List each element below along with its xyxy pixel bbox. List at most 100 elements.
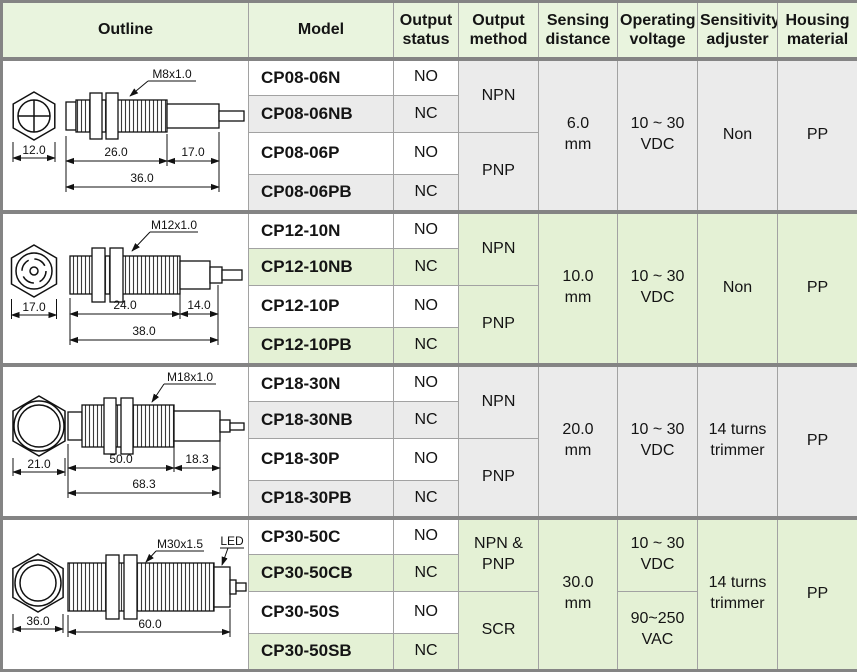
- voltage-range: 10 ~ 30: [618, 114, 697, 135]
- sensor-outline-drawing-cp18: 21.0 M18x1.0 50.0 18.3: [4, 368, 247, 516]
- sensing-distance-value: 6.0: [539, 114, 617, 135]
- table-header: Outline Model Output status Output metho…: [2, 2, 857, 59]
- voltage-type: VDC: [618, 441, 697, 462]
- total-length-dimension: 38.0: [132, 324, 156, 338]
- sensitivity-adjuster-cell: 14 turns trimmer: [698, 518, 778, 671]
- sensor-group-cp18: 21.0 M18x1.0 50.0 18.3: [2, 365, 857, 518]
- sensing-distance-unit: mm: [539, 288, 617, 309]
- output-method-cell: PNP: [459, 133, 539, 212]
- operating-voltage-cell: 10 ~ 30 VDC: [618, 59, 698, 212]
- output-status-cell: NC: [394, 481, 459, 518]
- sensing-distance-value: 10.0: [539, 267, 617, 288]
- voltage-type: VDC: [618, 135, 697, 156]
- model-cell: CP08-06NB: [249, 96, 394, 133]
- model-cell: CP08-06N: [249, 59, 394, 96]
- output-status-cell: NC: [394, 402, 459, 439]
- sensitivity-adjuster-value: Non: [698, 278, 777, 299]
- sensitivity-adjuster-line1: 14 turns: [698, 573, 777, 594]
- output-status-cell: NO: [394, 518, 459, 555]
- thread-spec-label: M12x1.0: [151, 218, 197, 232]
- housing-material-cell: PP: [778, 365, 857, 518]
- output-status-cell: NC: [394, 96, 459, 133]
- voltage-range: 10 ~ 30: [618, 267, 697, 288]
- thread-length-dimension: 26.0: [104, 145, 128, 159]
- model-cell: CP30-50SB: [249, 633, 394, 670]
- sensing-distance-cell: 20.0 mm: [539, 365, 618, 518]
- sensitivity-adjuster-value: Non: [698, 125, 777, 146]
- sensitivity-adjuster-cell: Non: [698, 59, 778, 212]
- model-cell: CP12-10N: [249, 212, 394, 249]
- output-method-cell: PNP: [459, 439, 539, 518]
- sensing-distance-cell: 6.0 mm: [539, 59, 618, 212]
- hex-width-dimension: 12.0: [22, 143, 46, 157]
- model-cell: CP30-50CB: [249, 555, 394, 592]
- total-length-dimension: 60.0: [138, 617, 162, 631]
- sensing-distance-unit: mm: [539, 441, 617, 462]
- outline-cell-cp18: 21.0 M18x1.0 50.0 18.3: [2, 365, 249, 518]
- sensing-distance-unit: mm: [539, 135, 617, 156]
- output-status-cell: NC: [394, 328, 459, 365]
- output-status-cell: NO: [394, 439, 459, 481]
- outline-cell-cp08: 12.0 M8x1.0 26.0 17.0: [2, 59, 249, 212]
- sensor-group-cp30: 36.0 M30x1.5 LED 60.0: [2, 518, 857, 671]
- output-status-cell: NC: [394, 555, 459, 592]
- model-cell: CP18-30PB: [249, 481, 394, 518]
- operating-voltage-cell: 10 ~ 30 VDC: [618, 212, 698, 365]
- model-cell: CP12-10NB: [249, 249, 394, 286]
- hex-width-dimension: 21.0: [27, 457, 51, 471]
- output-method-cell: NPN & PNP: [459, 518, 539, 592]
- outline-cell-cp12: 17.0 M12x1.0 24.0 14.0: [2, 212, 249, 365]
- voltage-range: 90~250: [618, 609, 697, 630]
- output-method-cell: NPN: [459, 365, 539, 439]
- thread-length-dimension: 50.0: [109, 452, 133, 466]
- operating-voltage-dc-cell: 10 ~ 30 VDC: [618, 518, 698, 592]
- sensor-outline-drawing-cp30: 36.0 M30x1.5 LED 60.0: [4, 521, 247, 669]
- operating-voltage-cell: 10 ~ 30 VDC: [618, 365, 698, 518]
- output-method-cell: SCR: [459, 592, 539, 671]
- housing-material-cell: PP: [778, 212, 857, 365]
- output-method-cell: NPN: [459, 59, 539, 133]
- sensitivity-adjuster-cell: Non: [698, 212, 778, 365]
- sensor-outline-drawing-cp08: 12.0 M8x1.0 26.0 17.0: [4, 62, 247, 210]
- thread-spec-label: M8x1.0: [152, 67, 192, 81]
- col-header-sensing-distance: Sensing distance: [539, 2, 618, 59]
- sensitivity-adjuster-line2: trimmer: [698, 594, 777, 615]
- total-length-dimension: 36.0: [130, 171, 154, 185]
- total-length-dimension: 68.3: [132, 477, 156, 491]
- thread-length-dimension: 24.0: [113, 298, 137, 312]
- hex-width-dimension: 36.0: [26, 614, 50, 628]
- sensitivity-adjuster-cell: 14 turns trimmer: [698, 365, 778, 518]
- sensitivity-adjuster-line2: trimmer: [698, 441, 777, 462]
- hex-width-dimension: 17.0: [22, 300, 46, 314]
- led-label: LED: [220, 534, 244, 548]
- output-status-cell: NC: [394, 633, 459, 670]
- output-status-cell: NO: [394, 592, 459, 634]
- output-status-cell: NO: [394, 133, 459, 175]
- sensing-distance-cell: 30.0 mm: [539, 518, 618, 671]
- sensing-distance-value: 20.0: [539, 420, 617, 441]
- col-header-outline: Outline: [2, 2, 249, 59]
- rear-length-dimension: 17.0: [181, 145, 205, 159]
- output-status-cell: NO: [394, 59, 459, 96]
- voltage-type: VDC: [618, 288, 697, 309]
- model-cell: CP08-06P: [249, 133, 394, 175]
- model-cell: CP18-30P: [249, 439, 394, 481]
- sensing-distance-cell: 10.0 mm: [539, 212, 618, 365]
- housing-material-cell: PP: [778, 518, 857, 671]
- model-cell: CP12-10P: [249, 286, 394, 328]
- sensor-group-cp08: 12.0 M8x1.0 26.0 17.0: [2, 59, 857, 212]
- model-cell: CP18-30N: [249, 365, 394, 402]
- rear-length-dimension: 14.0: [187, 298, 211, 312]
- sensor-group-cp12: 17.0 M12x1.0 24.0 14.0: [2, 212, 857, 365]
- sensitivity-adjuster-line1: 14 turns: [698, 420, 777, 441]
- model-cell: CP08-06PB: [249, 175, 394, 212]
- model-cell: CP30-50C: [249, 518, 394, 555]
- voltage-type: VAC: [618, 630, 697, 651]
- voltage-range: 10 ~ 30: [618, 534, 697, 555]
- output-status-cell: NO: [394, 212, 459, 249]
- housing-material-cell: PP: [778, 59, 857, 212]
- output-method-cell: NPN: [459, 212, 539, 286]
- voltage-type: VDC: [618, 555, 697, 576]
- thread-spec-label: M30x1.5: [157, 537, 203, 551]
